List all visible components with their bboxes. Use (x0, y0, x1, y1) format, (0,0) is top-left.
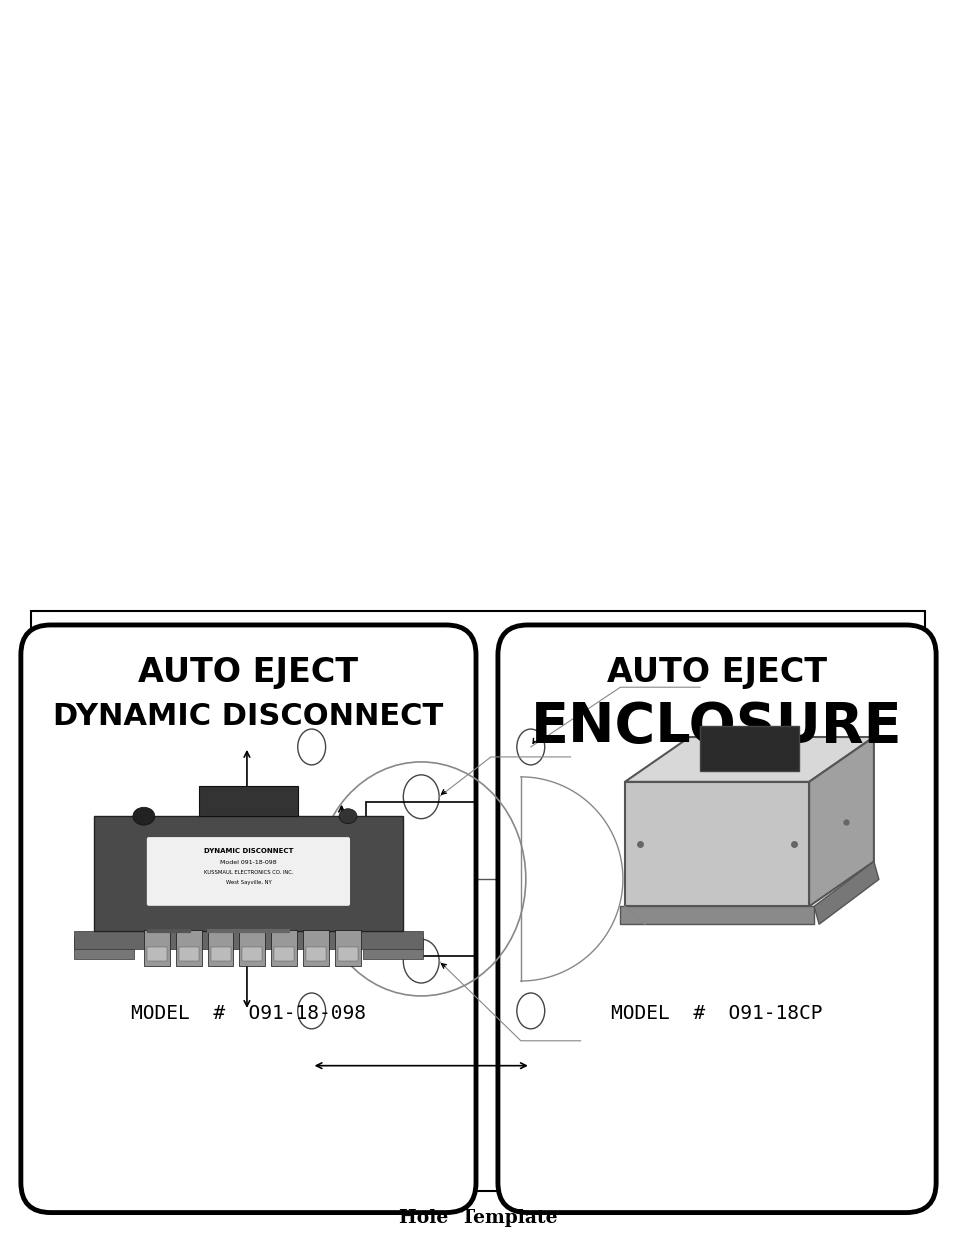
Bar (619, 906, 813, 924)
Text: West Sayville, NY: West Sayville, NY (225, 881, 271, 885)
FancyBboxPatch shape (21, 625, 476, 1213)
Bar (94, 816, 402, 931)
Text: Model 091-18-098: Model 091-18-098 (220, 861, 276, 866)
Ellipse shape (132, 808, 154, 825)
Bar (274, 947, 294, 961)
Bar (271, 930, 297, 966)
Bar (303, 930, 329, 966)
Bar (74, 936, 133, 958)
Polygon shape (813, 862, 878, 924)
FancyBboxPatch shape (497, 625, 935, 1213)
Text: ENCLOSURE: ENCLOSURE (531, 699, 902, 753)
Bar (335, 930, 360, 966)
Bar (306, 947, 326, 961)
Bar (147, 947, 167, 961)
Text: Hole  Template: Hole Template (398, 1209, 557, 1226)
Text: AUTO EJECT: AUTO EJECT (138, 656, 358, 689)
Bar (208, 930, 233, 966)
Bar (178, 947, 198, 961)
Bar (624, 782, 808, 906)
Bar (30, 611, 924, 1191)
Text: AUTO EJECT: AUTO EJECT (606, 656, 826, 689)
Bar (239, 930, 265, 966)
Bar (175, 930, 201, 966)
Ellipse shape (338, 809, 356, 824)
Bar (699, 726, 799, 771)
Bar (337, 947, 357, 961)
Polygon shape (808, 737, 873, 906)
Bar (366, 802, 476, 956)
Text: DYNAMIC DISCONNECT: DYNAMIC DISCONNECT (204, 848, 293, 855)
Polygon shape (624, 737, 873, 782)
FancyBboxPatch shape (147, 837, 350, 905)
Bar (211, 947, 231, 961)
Bar (144, 930, 170, 966)
Bar (74, 931, 422, 948)
Text: MODEL  #  O91-18-098: MODEL # O91-18-098 (131, 1004, 366, 1023)
Text: MODEL  #  O91-18CP: MODEL # O91-18CP (611, 1004, 821, 1023)
Bar (242, 947, 262, 961)
Text: KUSSMAUL ELECTRONICS CO. INC.: KUSSMAUL ELECTRONICS CO. INC. (204, 871, 293, 876)
Text: DYNAMIC DISCONNECT: DYNAMIC DISCONNECT (53, 701, 443, 731)
Bar (198, 787, 298, 816)
Bar (362, 936, 422, 958)
